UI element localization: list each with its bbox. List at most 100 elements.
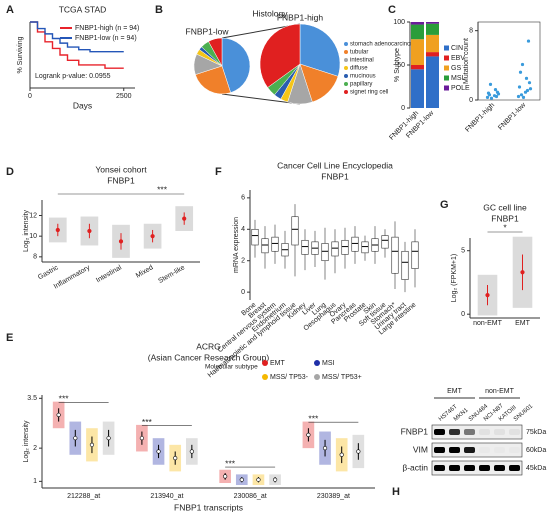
legend-label: MSS/ TP53- <box>270 374 309 381</box>
point <box>493 88 498 92</box>
bar-segment <box>426 56 439 108</box>
blot-band <box>464 465 475 471</box>
x-tick-label: 213940_at <box>150 493 183 500</box>
mean-point <box>106 436 111 441</box>
y-axis-label: % Subtype <box>394 48 401 82</box>
panel-letter: G <box>440 199 449 211</box>
annotation: *** <box>142 417 153 427</box>
y-axis-label: mRNA expression <box>233 217 240 273</box>
mean-point <box>189 449 194 454</box>
blot-band <box>494 447 505 453</box>
mean-point <box>89 442 95 447</box>
legend-swatch <box>262 360 268 366</box>
legend-label: tubular <box>350 50 368 56</box>
row-label: VIM <box>413 444 428 454</box>
legend-label: mucinous <box>350 74 376 80</box>
pie-slice <box>259 23 301 88</box>
blot-band <box>464 447 475 453</box>
panel-letter: B <box>155 4 163 16</box>
legend-title: Molecular subtype <box>205 364 258 371</box>
bar-segment <box>426 34 439 53</box>
panel-letter: C <box>388 4 396 16</box>
legend-label: MSI <box>451 75 464 82</box>
x-tick-label: 230086_at <box>234 493 267 500</box>
x-tick-label: 2500 <box>116 93 132 100</box>
group-label: EMT <box>447 388 463 395</box>
legend-label: EMT <box>270 360 286 367</box>
box <box>391 236 399 274</box>
box <box>291 216 299 246</box>
panel-letter: A <box>6 4 14 16</box>
blot-strip <box>431 424 523 440</box>
legend-swatch <box>344 90 348 94</box>
box <box>411 241 419 269</box>
mean-point <box>223 474 228 479</box>
point <box>519 93 524 97</box>
blot-band <box>434 447 445 453</box>
x-tick-label: FNBP1-low <box>497 101 528 132</box>
point <box>524 76 529 80</box>
lane-label: SNU601 <box>513 403 535 423</box>
y-axis-label: % Surviving <box>17 36 24 73</box>
blot-band <box>494 465 505 471</box>
x-tick-label: FNBP1-high <box>464 102 496 134</box>
y-tick-label: 50 <box>397 62 405 69</box>
x-axis-label: FNBP1 transcripts <box>174 502 243 512</box>
legend-swatch <box>262 374 268 380</box>
point <box>485 95 490 99</box>
blot-band <box>509 465 520 471</box>
blot-strip <box>431 460 523 476</box>
pie-slice <box>221 37 251 93</box>
point <box>528 87 533 91</box>
blot-band <box>449 447 460 453</box>
panel-letter: F <box>215 166 222 178</box>
box <box>331 241 339 257</box>
x-tick-label: Stem-like <box>157 264 186 285</box>
mean-point <box>150 234 155 239</box>
x-tick-label: Mixed <box>135 264 155 279</box>
mean-point <box>156 449 161 454</box>
annotation: *** <box>225 458 236 468</box>
bar-segment <box>426 52 439 57</box>
point <box>494 94 499 99</box>
point <box>517 85 522 89</box>
mean-point <box>485 293 490 298</box>
chart-title: ACRG <box>196 341 221 351</box>
survival-curve <box>30 21 124 69</box>
chart-title: Yonsei cohort <box>95 164 147 174</box>
blot-band <box>464 429 475 435</box>
mean-point <box>239 477 244 482</box>
bar-segment <box>426 22 439 24</box>
y-tick-label: 8 <box>33 254 37 261</box>
mean-point <box>322 446 328 451</box>
blot-strip <box>431 442 523 458</box>
chart-subtitle: FNBP1 <box>107 175 135 185</box>
legend-swatch <box>344 50 348 54</box>
row-label: β-actin <box>402 462 428 472</box>
mean-point <box>339 452 344 457</box>
marker-label: 75kDa <box>526 429 546 436</box>
pie-label: FNBP1-high <box>277 12 324 22</box>
pie-slice <box>299 23 341 77</box>
legend-swatch <box>344 42 348 46</box>
y-axis-label: Log₂ (FPKM+1) <box>451 254 458 302</box>
y-tick-label: 0 <box>461 311 465 318</box>
mean-point <box>73 436 78 441</box>
legend-label: CIN <box>451 45 463 52</box>
point <box>487 93 492 97</box>
survival-curve <box>30 21 124 53</box>
point <box>525 88 530 93</box>
point <box>520 62 525 67</box>
y-axis-label: Log₂ intensity <box>23 209 30 252</box>
box <box>251 228 259 246</box>
blot-band <box>479 429 490 435</box>
chart-subtitle: (Asian Cancer Research Group) <box>148 352 270 362</box>
y-tick-label: 10 <box>29 233 37 240</box>
blot-band <box>479 465 490 471</box>
box <box>301 239 309 255</box>
y-tick-label: 100 <box>393 19 405 26</box>
mean-point <box>520 270 525 275</box>
chart-title: TCGA STAD <box>59 4 107 14</box>
box <box>271 236 279 252</box>
blot-band <box>449 465 460 471</box>
